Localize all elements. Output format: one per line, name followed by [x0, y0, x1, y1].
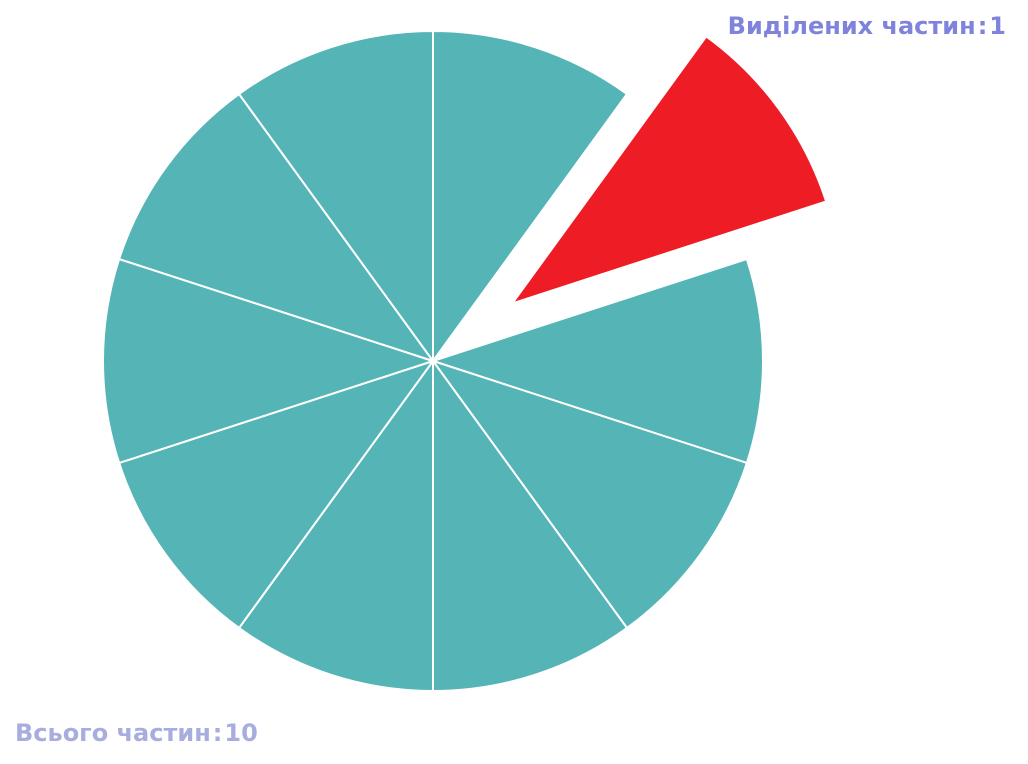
selected-parts-label: Виділених частин:1 [728, 12, 1006, 40]
pie-slice[interactable] [118, 93, 434, 362]
pie-slice[interactable] [432, 360, 628, 692]
pie-slice[interactable] [101, 258, 434, 464]
total-parts-separator: : [212, 719, 223, 747]
pie-slice[interactable] [432, 30, 628, 362]
pie-slice-selected[interactable] [511, 35, 828, 305]
pie-slice[interactable] [432, 258, 765, 464]
pie-slice[interactable] [432, 360, 748, 629]
selected-parts-separator: : [977, 12, 988, 40]
total-parts-text: Всього частин [15, 719, 211, 747]
pie-slice[interactable] [238, 360, 434, 692]
pie-slice[interactable] [238, 30, 434, 362]
total-parts-value: 10 [224, 719, 258, 747]
total-parts-label: Всього частин:10 [15, 719, 258, 747]
pie-slice[interactable] [118, 360, 434, 629]
selected-parts-value: 1 [989, 12, 1006, 40]
selected-parts-text: Виділених частин [727, 12, 976, 40]
